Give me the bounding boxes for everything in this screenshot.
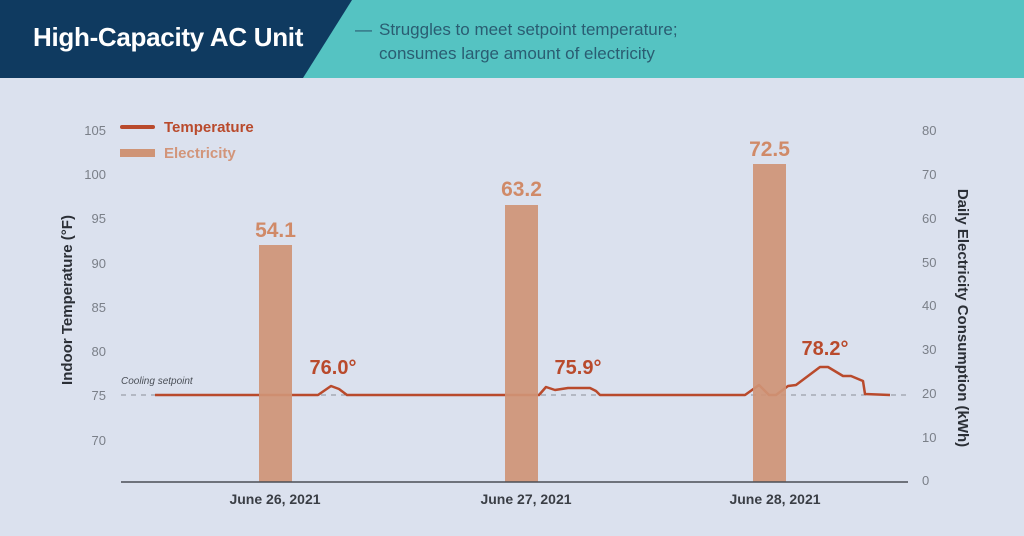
right-tick: 20 (922, 386, 936, 401)
bar-june-28 (753, 164, 786, 482)
subtitle-line-1: Struggles to meet setpoint temperature; (379, 20, 678, 39)
temp-peak-label: 78.2° (802, 338, 849, 360)
right-tick: 10 (922, 430, 936, 445)
left-tick: 100 (84, 167, 106, 182)
left-tick: 105 (84, 123, 106, 138)
left-tick: 95 (92, 211, 106, 226)
legend: Temperature Electricity (120, 119, 254, 162)
bar-value-label: 63.2 (501, 178, 542, 201)
x-axis-label: June 28, 2021 (729, 491, 820, 507)
right-tick: 30 (922, 342, 936, 357)
right-tick: 70 (922, 167, 936, 182)
right-tick: 0 (922, 473, 929, 488)
left-tick: 75 (92, 388, 106, 403)
left-tick: 70 (92, 433, 106, 448)
left-tick: 80 (92, 344, 106, 359)
temp-peak-label: 76.0° (310, 357, 357, 379)
right-tick: 60 (922, 211, 936, 226)
chart-title: High-Capacity AC Unit (33, 22, 304, 52)
subtitle-line-2: consumes large amount of electricity (379, 44, 655, 63)
setpoint-label: Cooling setpoint (121, 376, 194, 387)
left-axis-ticks: 105 100 95 90 85 80 75 70 (84, 123, 106, 448)
temperature-line (155, 365, 891, 397)
bar-value-label: 72.5 (749, 138, 790, 161)
left-tick: 85 (92, 300, 106, 315)
bar-june-27 (505, 205, 538, 482)
right-axis-title: Daily Electricity Consumption (kWh) (954, 189, 971, 447)
left-axis-title: Indoor Temperature (°F) (59, 215, 76, 385)
left-tick: 90 (92, 256, 106, 271)
right-tick: 80 (922, 123, 936, 138)
x-axis-label: June 26, 2021 (229, 491, 320, 507)
title-panel (0, 0, 352, 78)
bar-value-label: 54.1 (255, 219, 296, 242)
right-tick: 50 (922, 255, 936, 270)
legend-electricity-swatch (120, 149, 155, 157)
bar-june-26 (259, 245, 292, 482)
electricity-bars (259, 164, 786, 482)
right-axis-ticks: 80 70 60 50 40 30 20 10 0 (922, 123, 936, 488)
temp-peak-label: 75.9° (555, 357, 602, 379)
subtitle-dash: — (355, 20, 372, 39)
x-axis-label: June 27, 2021 (480, 491, 571, 507)
legend-temperature-label: Temperature (164, 119, 254, 136)
right-tick: 40 (922, 298, 936, 313)
header-banner: High-Capacity AC Unit — Struggles to mee… (0, 0, 1024, 78)
legend-electricity-label: Electricity (164, 145, 236, 162)
